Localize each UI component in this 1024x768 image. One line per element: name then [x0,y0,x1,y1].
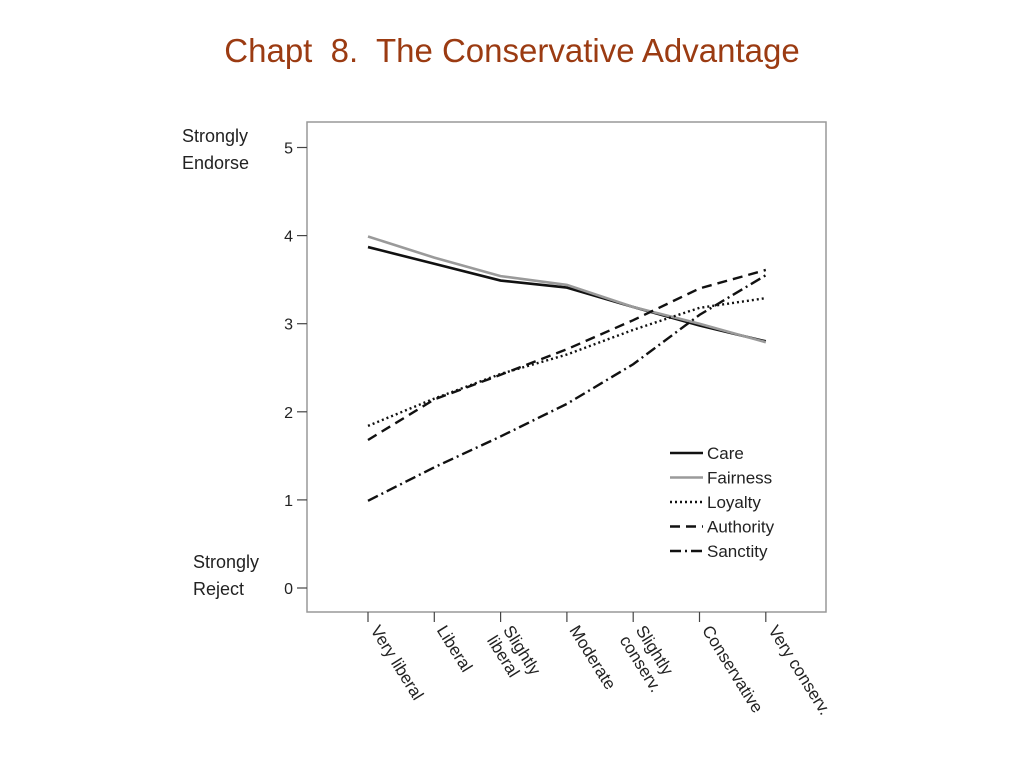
y-tick-label: 0 [284,581,293,598]
slide-title: Chapt 8. The Conservative Advantage [224,32,800,69]
x-tick-label: Slightlyconserv. [616,622,682,696]
x-tick-label: Conservative [698,622,767,716]
x-tick-label: Very liberal [367,622,428,703]
series-line-fairness [367,235,767,344]
y-annotation-top: Strongly Endorse [182,126,249,173]
x-tick-label: Liberal [433,622,476,675]
legend-label: Authority [707,518,775,537]
series-line-care [367,245,767,343]
legend-label: Loyalty [707,493,761,512]
x-tick-label: Slightlyliberal [483,622,545,689]
series-line-loyalty [367,296,766,428]
series-line-sanctity [367,274,767,502]
y-tick-label: 3 [284,317,293,334]
x-tick-label: Moderate [566,622,620,693]
y-tick-label: 1 [284,493,293,510]
y-annotation-bottom: Strongly Reject [193,552,259,599]
y-tick-label: 2 [284,405,293,422]
legend-label: Sanctity [707,542,768,561]
x-tick-label: Very conserv. [764,622,834,718]
y-tick-label: 4 [284,229,293,246]
legend-label: Care [707,444,744,463]
legend-label: Fairness [707,469,772,488]
y-tick-label: 5 [284,141,293,158]
